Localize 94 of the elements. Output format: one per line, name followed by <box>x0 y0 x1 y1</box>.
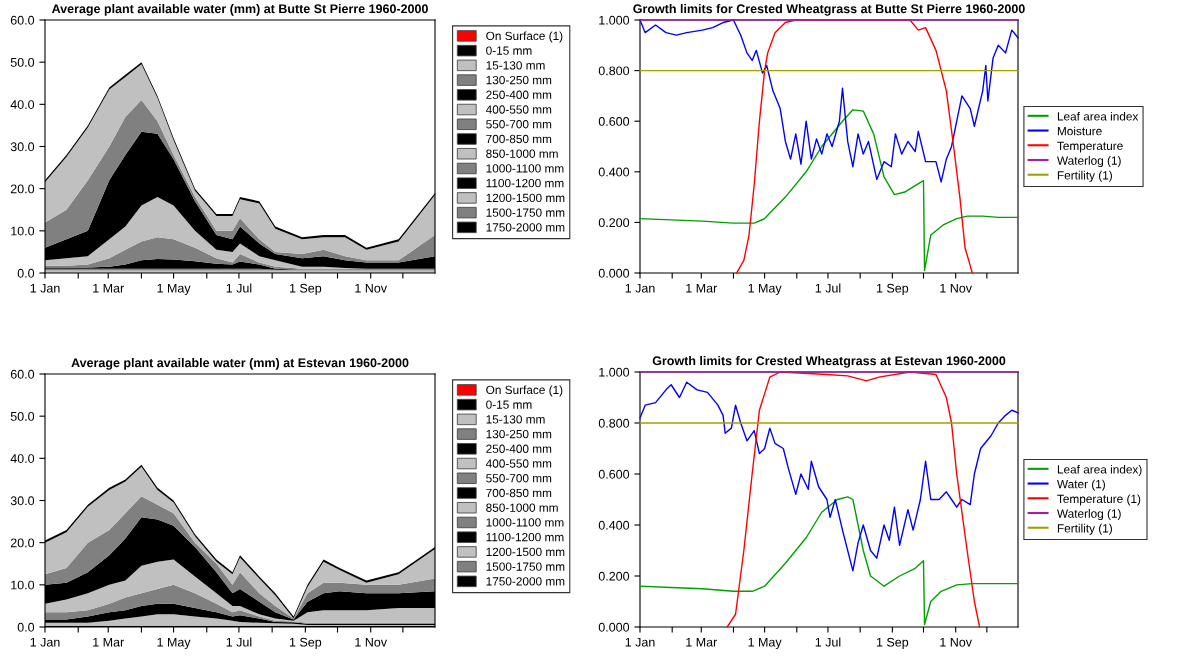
x-tick-label: 1 Nov <box>940 637 972 647</box>
legend-label: 250-400 mm <box>486 444 552 453</box>
x-tick-label: 1 Nov <box>355 283 387 293</box>
y-tick-label: 0.800 <box>598 418 630 428</box>
legend-label: 1100-1200 mm <box>486 532 564 542</box>
y-tick-label: 50.0 <box>10 411 35 421</box>
x-tick-label: 1 Sep <box>876 637 909 650</box>
legend-label: 1200-1500 mm <box>486 193 565 203</box>
y-tick-label: 10.0 <box>11 580 35 590</box>
legend-label: 700-850 mm <box>486 488 552 498</box>
y-tick-label: 0.000 <box>598 268 630 278</box>
y-tick-label: 1.000 <box>599 15 630 25</box>
legend-label: 400-550 mm <box>485 459 552 468</box>
legend-label: Leaf area index <box>1057 111 1139 121</box>
x-tick-label: 1 Jul <box>815 283 841 293</box>
y-tick-label: 0.200 <box>598 218 630 228</box>
x-tick-label: 1 Mar <box>93 637 124 647</box>
legend-label: 130-250 mm <box>486 429 552 439</box>
y-tick-label: 0.0 <box>17 268 35 278</box>
legend-label: 0-15 mm <box>486 46 532 55</box>
y-tick-label: 0.400 <box>598 167 630 177</box>
legend-label: Moisture <box>1057 126 1102 136</box>
legend-label: On Surface (1) <box>486 31 563 43</box>
chart-title: Growth limits for Crested Wheatgrass at Butte St Pierre 1960-2000 <box>633 4 1025 16</box>
legend-label: Temperature <box>1057 141 1123 153</box>
line-series <box>639 381 1019 572</box>
legend-label: Leaf area index) <box>1057 464 1142 476</box>
legend-label: 850-1000 mm <box>486 503 558 512</box>
legend-label: Temperature (1) <box>1057 494 1141 506</box>
legend-label: Water (1) <box>1057 479 1105 491</box>
legend-label: Fertility (1) <box>1057 170 1112 182</box>
legend-label: 1000-1100 mm <box>486 518 564 527</box>
x-tick-label: 1 Sep <box>289 637 322 650</box>
legend-label: Waterlog (1) <box>1057 509 1121 521</box>
legend-label: Waterlog (1) <box>1057 156 1121 168</box>
x-tick-label: 1 May <box>748 283 782 296</box>
chart-title: Average plant available water (mm) at Estevan 1960-2000 <box>71 358 409 370</box>
x-tick-label: 1 Jan <box>625 283 655 293</box>
legend-label: 250-400 mm <box>486 90 552 99</box>
y-tick-label: 0.600 <box>598 117 630 126</box>
x-tick-label: 1 Nov <box>940 283 972 293</box>
x-tick-label: 1 May <box>748 637 782 650</box>
y-tick-label: 0.800 <box>598 66 630 76</box>
x-tick-label: 1 Jan <box>30 637 60 647</box>
legend-label: 0-15 mm <box>486 400 532 409</box>
legend-label: 1100-1200 mm <box>486 178 564 188</box>
legend-label: 1750-2000 mm <box>486 223 565 232</box>
chart-title: Growth limits for Crested Wheatgrass at Estevan 1960-2000 <box>652 356 1006 368</box>
legend-label: 1750-2000 mm <box>486 577 565 586</box>
legend-label: 700-850 mm <box>486 134 552 144</box>
legend-label: 550-700 mm <box>486 120 552 129</box>
legend-label: 1500-1750 mm <box>486 562 565 571</box>
x-tick-label: 1 Nov <box>355 637 387 647</box>
y-tick-label: 1.000 <box>599 367 630 377</box>
legend-label: Fertility (1) <box>1057 523 1112 535</box>
y-tick-label: 0.600 <box>598 469 630 479</box>
y-tick-label: 30.0 <box>10 142 35 152</box>
y-tick-label: 40.0 <box>10 100 35 109</box>
x-tick-label: 1 May <box>157 637 191 650</box>
x-tick-label: 1 Jul <box>226 283 252 293</box>
y-tick-label: 0.400 <box>598 520 630 530</box>
legend-label: On Surface (1) <box>486 385 563 397</box>
x-tick-label: 1 Jan <box>625 637 655 647</box>
legend-label: 550-700 mm <box>486 474 552 483</box>
x-tick-label: 1 Sep <box>289 283 322 296</box>
y-tick-label: 30.0 <box>10 496 35 506</box>
y-tick-label: 40.0 <box>10 454 35 463</box>
y-tick-label: 50.0 <box>10 57 35 67</box>
x-tick-label: 1 Jan <box>30 283 60 293</box>
x-tick-label: 1 Mar <box>686 283 718 293</box>
legend-label: 15-130 mm <box>486 415 545 424</box>
x-tick-label: 1 Jul <box>226 637 252 647</box>
y-tick-label: 60.0 <box>10 369 35 379</box>
line-series <box>726 371 981 628</box>
legend-label: 15-130 mm <box>486 61 545 70</box>
y-tick-label: 10.0 <box>11 226 35 236</box>
x-tick-label: 1 May <box>157 283 191 296</box>
legend-label: 850-1000 mm <box>486 149 558 158</box>
legend-label: 1500-1750 mm <box>486 208 565 217</box>
y-tick-label: 0.000 <box>598 622 630 632</box>
legend-label: 130-250 mm <box>486 75 552 85</box>
legend-label: 1200-1500 mm <box>486 547 565 557</box>
y-tick-label: 60.0 <box>10 15 35 25</box>
chart-title: Average plant available water (mm) at Butte St Pierre 1960-2000 <box>51 4 428 16</box>
y-tick-label: 0.200 <box>598 571 630 581</box>
x-tick-label: 1 Jul <box>815 637 841 647</box>
x-tick-label: 1 Mar <box>686 637 718 647</box>
y-tick-label: 20.0 <box>10 538 35 548</box>
x-tick-label: 1 Sep <box>876 283 909 296</box>
x-tick-label: 1 Mar <box>93 283 124 293</box>
y-tick-label: 20.0 <box>10 184 35 194</box>
y-tick-label: 0.0 <box>17 622 35 632</box>
legend-label: 1000-1100 mm <box>486 164 564 173</box>
legend-label: 400-550 mm <box>485 105 552 114</box>
